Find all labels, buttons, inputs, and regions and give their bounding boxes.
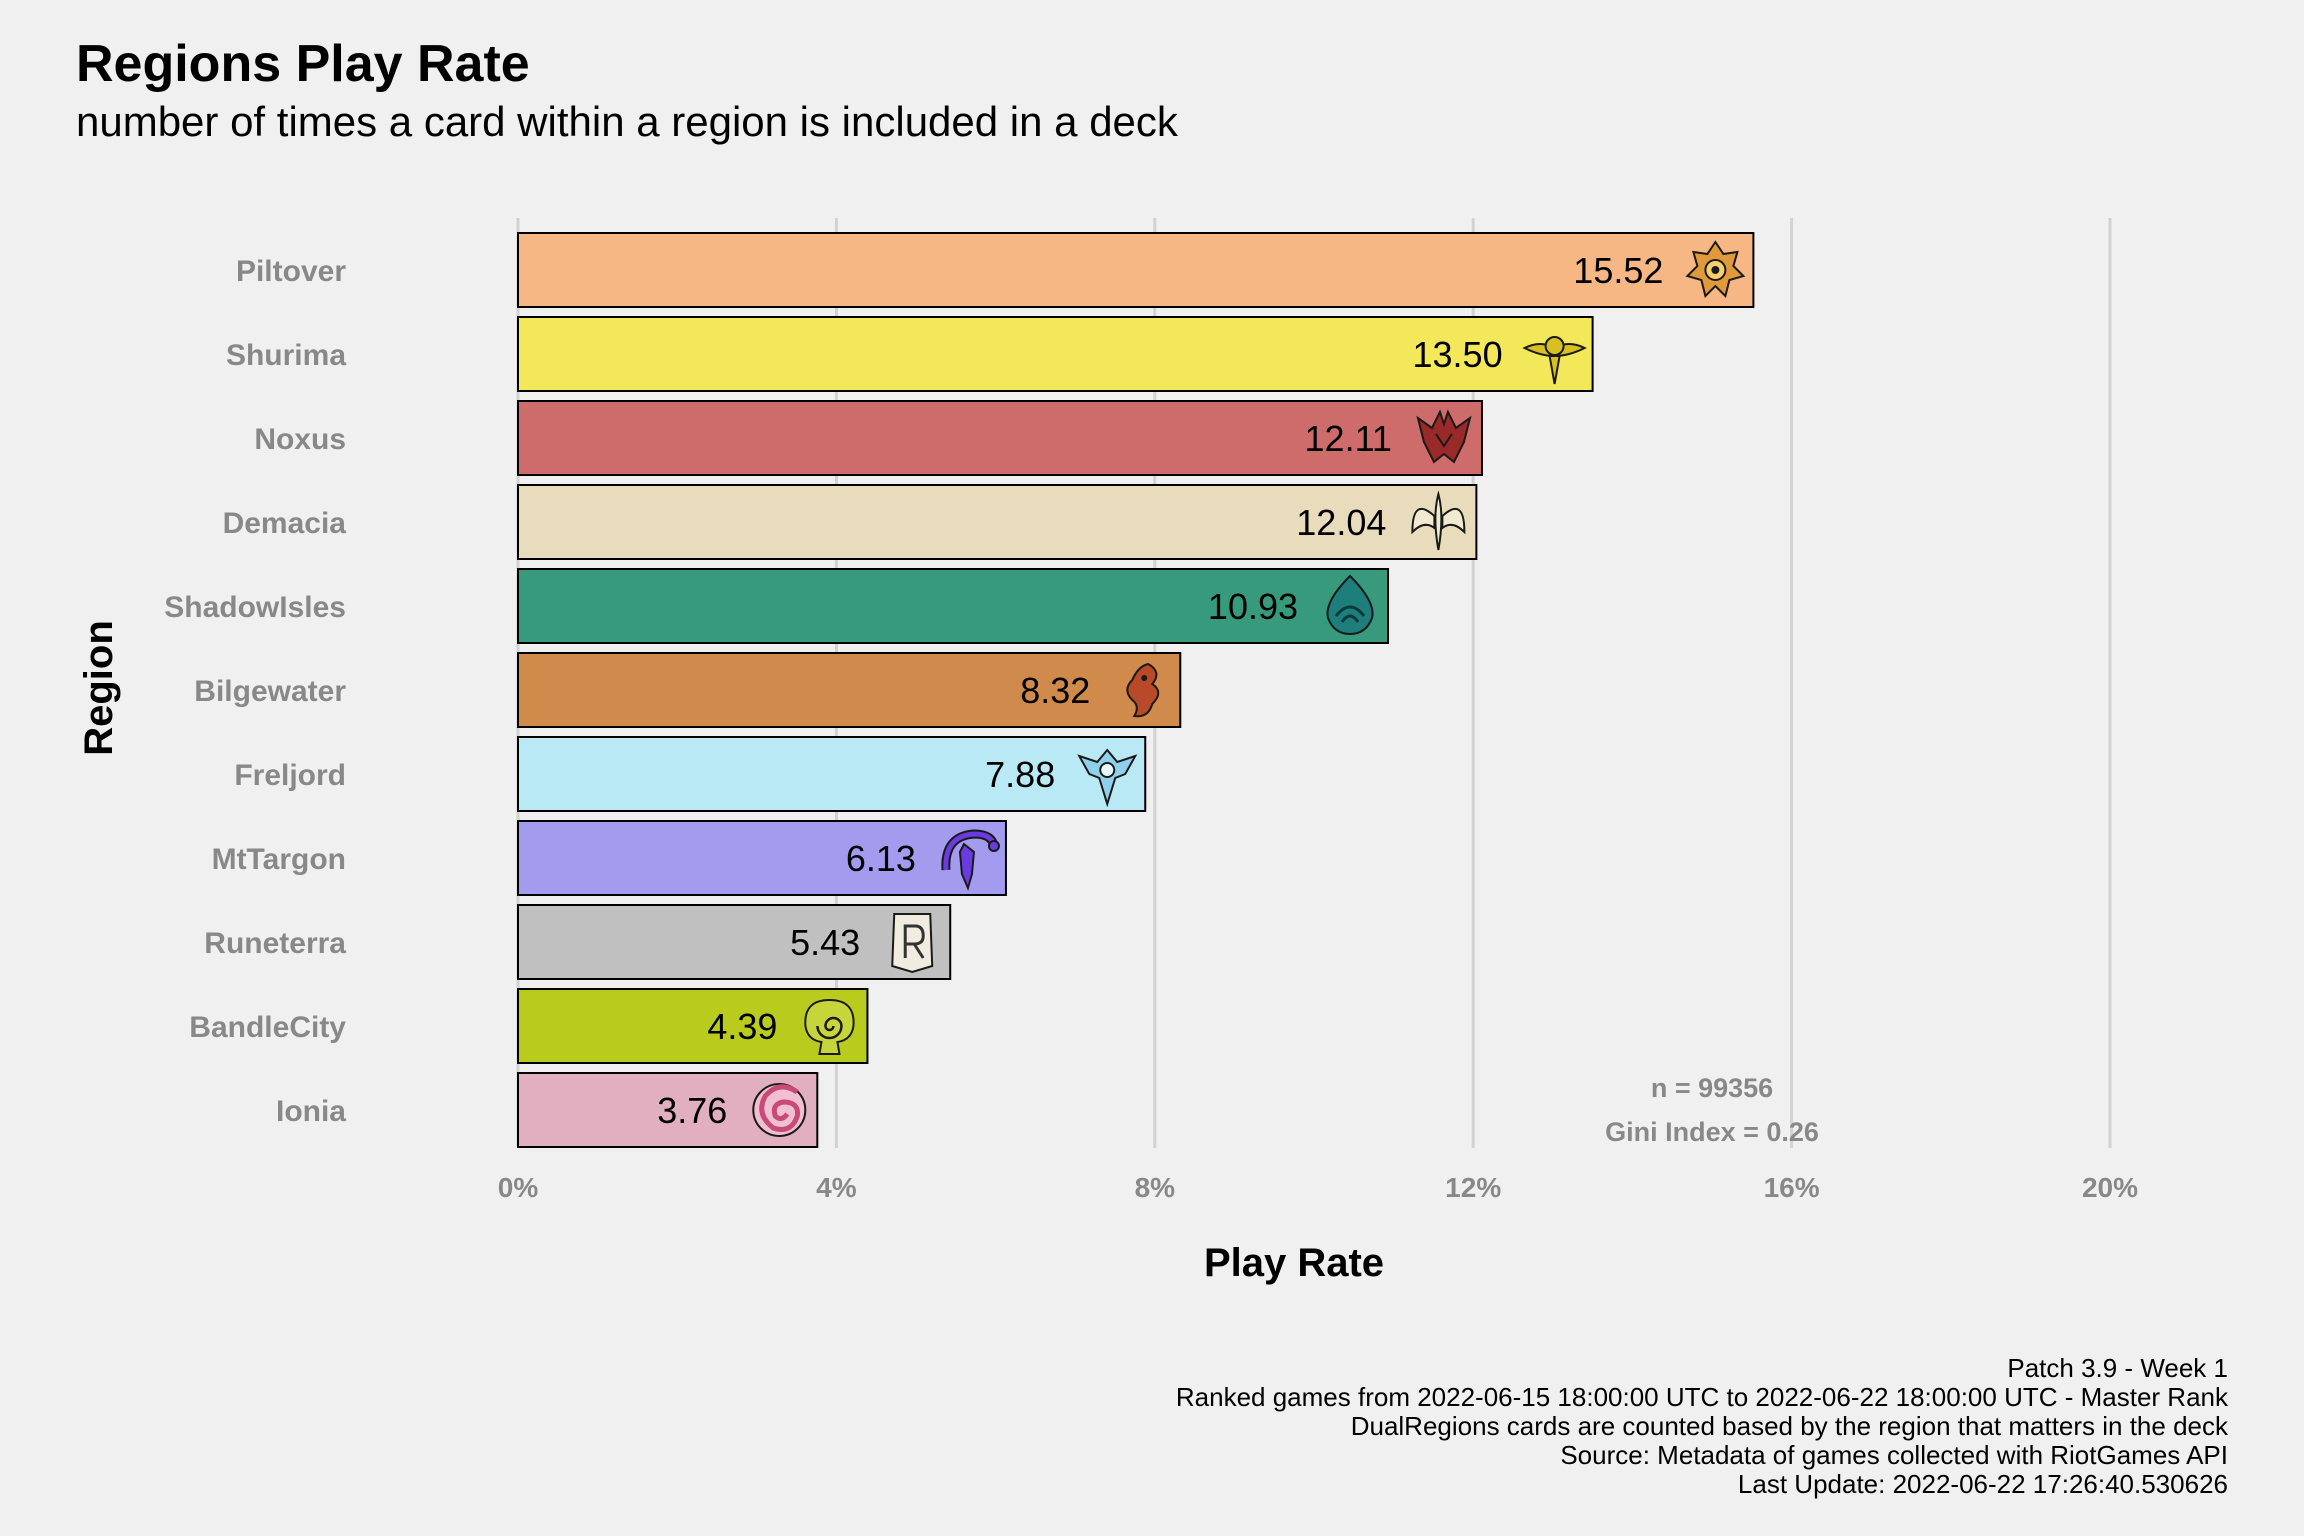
bar <box>517 568 1390 644</box>
y-axis-tick-labels: Piltover Shurima Noxus Demacia ShadowIsles Bi… <box>164 255 346 1128</box>
bar <box>517 484 1478 560</box>
y-tick-label: Demacia <box>223 507 347 540</box>
bar-value-label: 8.32 <box>1020 670 1090 711</box>
bar-group: 5.43 <box>517 904 952 980</box>
bar <box>517 400 1483 476</box>
y-tick-label: BandleCity <box>189 1011 346 1044</box>
caption-line: DualRegions cards are counted based by t… <box>1350 1411 2228 1441</box>
x-axis-title: Play Rate <box>1204 1241 1384 1285</box>
bar-value-label: 3.76 <box>657 1090 727 1131</box>
bar-value-label: 12.11 <box>1305 418 1392 459</box>
noxus-icon <box>1416 409 1472 464</box>
bar-value-label: 12.04 <box>1296 502 1386 543</box>
bar-group: 15.52 <box>517 232 1755 308</box>
demacia-icon <box>1411 490 1466 551</box>
bar <box>517 652 1182 728</box>
ionia-icon <box>752 1083 807 1137</box>
x-tick-label: 16% <box>1764 1172 1820 1203</box>
x-tick-label: 0% <box>498 1172 539 1203</box>
bars: 15.52 13.50 12.11 12.04 10.93 8.32 7.88 6.13 5.4… <box>517 232 1755 1148</box>
bar-group: 10.93 <box>517 568 1390 644</box>
bar-value-label: 10.93 <box>1208 586 1298 627</box>
bar-group: 3.76 <box>517 1072 819 1148</box>
bar-value-label: 6.13 <box>846 838 916 879</box>
y-axis-title: Region <box>77 620 121 756</box>
y-tick-label: Piltover <box>236 255 346 288</box>
x-tick-label: 12% <box>1445 1172 1501 1203</box>
caption-line: Last Update: 2022-06-22 17:26:40.530626 <box>1737 1469 2228 1499</box>
mttargon-icon <box>941 829 1000 891</box>
x-tick-label: 8% <box>1135 1172 1176 1203</box>
y-tick-label: Noxus <box>254 423 346 456</box>
freljord-icon <box>1077 748 1138 808</box>
x-axis-tick-labels: 0% 4% 8% 12% 16% 20% <box>498 1172 2138 1203</box>
gini-index-label: Gini Index = 0.26 <box>1605 1117 1819 1147</box>
bar <box>517 904 952 980</box>
caption-line: Ranked games from 2022-06-15 18:00:00 UT… <box>1175 1382 2228 1412</box>
y-tick-label: Shurima <box>226 339 346 372</box>
chart-title: Regions Play Rate <box>76 35 530 93</box>
y-tick-label: MtTargon <box>212 843 346 876</box>
x-tick-label: 4% <box>816 1172 857 1203</box>
bar-group: 12.11 <box>517 400 1483 476</box>
sample-size-label: n = 99356 <box>1651 1073 1773 1103</box>
y-tick-label: Runeterra <box>204 927 346 960</box>
bar <box>517 316 1594 392</box>
bar-value-label: 5.43 <box>790 922 860 963</box>
caption-line: Source: Metadata of games collected with… <box>1560 1440 2228 1470</box>
bar-value-label: 15.52 <box>1573 250 1663 291</box>
caption: Patch 3.9 - Week 1 Ranked games from 202… <box>1176 1354 2228 1499</box>
y-tick-label: Ionia <box>276 1095 346 1128</box>
x-tick-label: 20% <box>2082 1172 2138 1203</box>
bar-group: 4.39 <box>517 988 869 1064</box>
bar-group: 12.04 <box>517 484 1478 560</box>
y-tick-label: Bilgewater <box>194 675 346 708</box>
shurima-icon <box>1522 336 1587 385</box>
piltover-icon <box>1685 240 1746 298</box>
bar-value-label: 13.50 <box>1413 334 1503 375</box>
bar-value-label: 4.39 <box>707 1006 777 1047</box>
bandlecity-icon <box>804 998 855 1055</box>
bar <box>517 820 1007 896</box>
bar-group: 8.32 <box>517 652 1182 728</box>
runeterra-icon <box>891 913 934 974</box>
y-tick-label: Freljord <box>234 759 346 792</box>
bar-group: 6.13 <box>517 820 1007 896</box>
bar-group: 7.88 <box>517 736 1147 812</box>
shadowisles-icon <box>1326 574 1374 636</box>
y-tick-label: ShadowIsles <box>164 591 346 624</box>
bar <box>517 232 1755 308</box>
bar <box>517 736 1147 812</box>
caption-line: Patch 3.9 - Week 1 <box>2007 1353 2228 1383</box>
chart-subtitle: number of times a card within a region i… <box>76 98 1178 145</box>
bilgewater-icon <box>1126 662 1160 718</box>
bar-value-label: 7.88 <box>985 754 1055 795</box>
bar-group: 13.50 <box>517 316 1594 392</box>
